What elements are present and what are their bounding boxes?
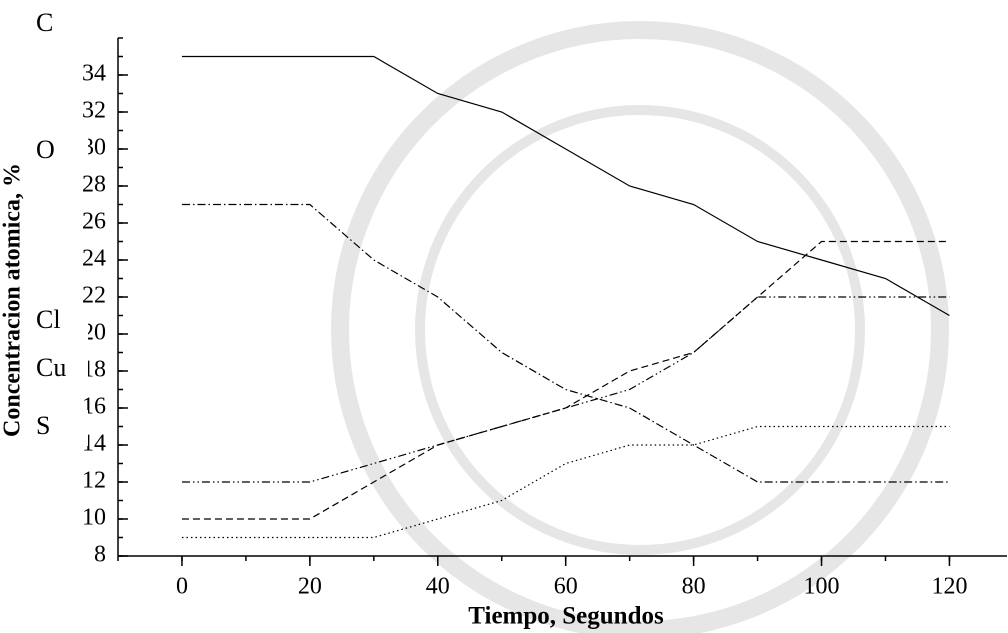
legend-label: Cl [36,305,61,334]
y-tick-label: 26 [82,209,106,235]
y-tick-label: 12 [82,468,106,494]
y-tick-label: 10 [82,505,106,531]
x-tick-label: 0 [176,574,188,600]
x-tick-label: 40 [426,574,450,600]
page: {"chart_data": {"type": "line", "x_label… [0,0,1008,633]
x-axis-label: Tiempo, Segundos [468,603,664,630]
legend-label: Cu [36,353,66,382]
x-tick-label: 100 [804,574,840,600]
chart: Tiempo, Segundos Concentracion atomica, … [0,0,1008,633]
legend-label: S [36,411,50,440]
y-tick-label: 32 [82,98,106,124]
x-tick-label: 20 [298,574,322,600]
y-axis-label: Concentracion atomica, % [0,163,26,437]
x-tick-label: 60 [554,574,578,600]
y-tick-label: 8 [94,542,106,568]
x-tick-label: 120 [931,574,967,600]
x-tick-label: 80 [682,574,706,600]
y-tick-label: 28 [82,172,106,198]
watermark [340,30,940,630]
y-tick-label: 24 [82,246,106,272]
legend-label: O [36,135,55,164]
legend-label: C [36,8,53,37]
y-tick-label: 34 [82,61,106,87]
line-series [182,242,949,520]
